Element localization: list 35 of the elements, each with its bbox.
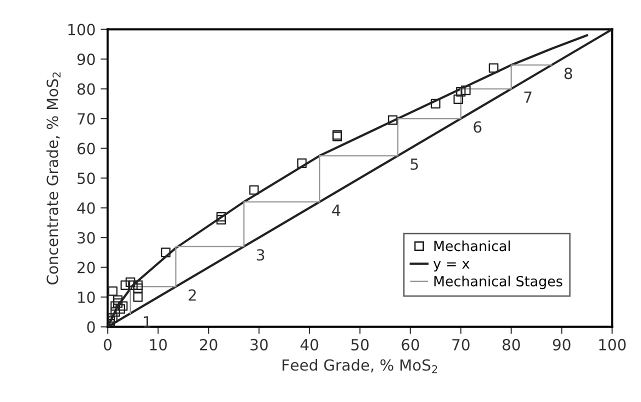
x-tick-label: 30 bbox=[250, 338, 268, 350]
y-tick-label: 50 bbox=[78, 172, 95, 184]
x-tick-label: 80 bbox=[502, 338, 520, 350]
y-tick-label: 40 bbox=[77, 202, 95, 214]
y-tick-label: 0 bbox=[87, 321, 95, 333]
legend-label: Mechanical Stages bbox=[434, 276, 562, 290]
annotation: 8 bbox=[564, 68, 572, 80]
annotation: 7 bbox=[524, 92, 532, 103]
x-tick-label: 100 bbox=[599, 338, 626, 350]
y-tick-label: 90 bbox=[77, 54, 95, 66]
x-tick-label: 40 bbox=[300, 338, 318, 350]
y-axis-title: Concentrate Grade, % MoS$_{2}$ bbox=[46, 72, 60, 284]
legend-label: y = x bbox=[433, 261, 470, 272]
x-tick-label: 0 bbox=[104, 338, 112, 350]
x-tick-label: 70 bbox=[452, 338, 470, 350]
x-tick-label: 20 bbox=[200, 338, 218, 350]
y-tick-label: 100 bbox=[68, 24, 95, 36]
y-tick-label: 80 bbox=[77, 83, 95, 95]
x-tick-label: 60 bbox=[402, 338, 420, 350]
annotation: 3 bbox=[256, 249, 264, 261]
x-tick-label: 90 bbox=[552, 338, 570, 350]
legend-label: Mechanical bbox=[434, 240, 510, 252]
y-tick-label: 30 bbox=[78, 232, 95, 244]
y-tick-label: 10 bbox=[78, 292, 95, 304]
x-axis-title: Feed Grade, % MoS$_{2}$ bbox=[282, 358, 438, 374]
annotation: 1 bbox=[144, 316, 151, 328]
annotation: 6 bbox=[474, 121, 482, 133]
annotation: 4 bbox=[332, 204, 340, 216]
annotation: 2 bbox=[188, 289, 196, 301]
y-tick-label: 70 bbox=[78, 113, 95, 125]
x-tick-label: 10 bbox=[150, 338, 167, 350]
x-tick-label: 50 bbox=[351, 338, 369, 350]
y-tick-label: 20 bbox=[78, 262, 95, 274]
annotation: 5 bbox=[410, 158, 418, 170]
y-tick-label: 60 bbox=[78, 142, 95, 154]
